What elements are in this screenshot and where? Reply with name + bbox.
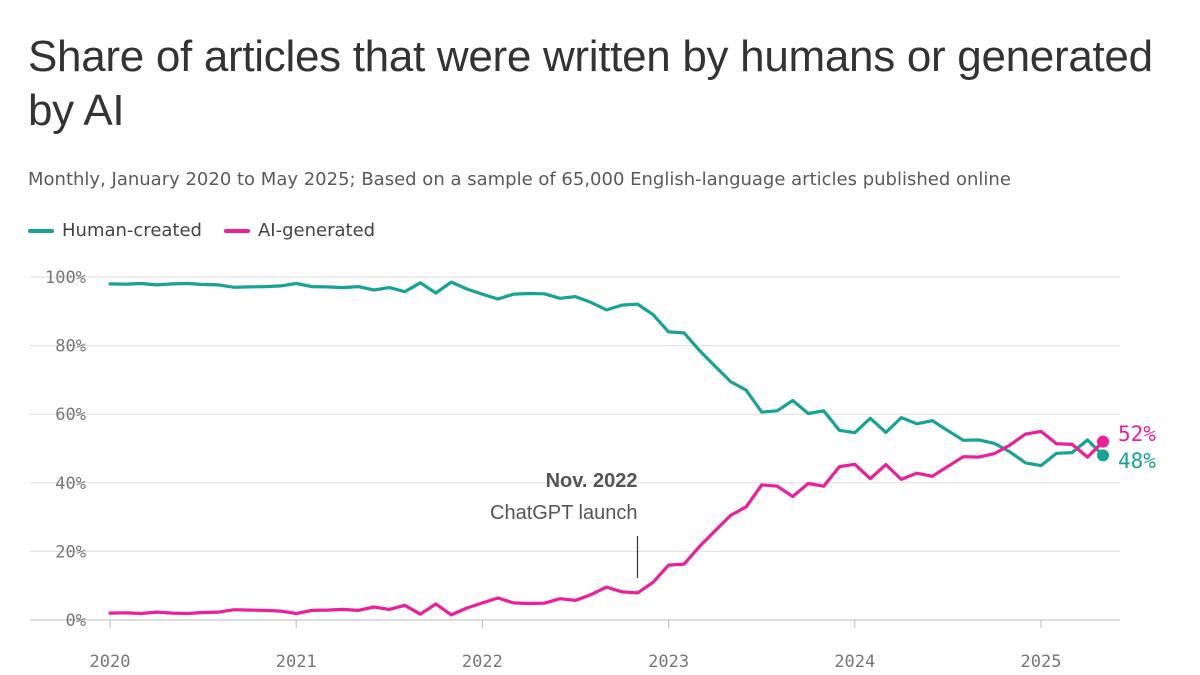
legend: Human-created AI-generated [28, 220, 397, 241]
x-tick-label: 2024 [834, 652, 875, 672]
series-endpoint-human [1097, 449, 1109, 462]
legend-swatch-human [28, 228, 54, 233]
legend-label-human: Human-created [62, 220, 202, 241]
chart-subtitle: Monthly, January 2020 to May 2025; Based… [28, 169, 1011, 190]
legend-label-ai: AI-generated [257, 220, 376, 241]
series-line-human [108, 280, 1105, 468]
annotation-date: Nov. 2022 [546, 470, 638, 492]
legend-item-human: Human-created [28, 220, 202, 241]
end-label-human: 48% [1118, 449, 1156, 473]
chart-title: Share of articles that were written by h… [28, 32, 1153, 135]
x-tick-label: 2025 [1021, 652, 1062, 672]
legend-swatch-ai [223, 228, 250, 233]
series-endpoint-ai [1097, 435, 1109, 448]
y-tick-label: 80% [55, 337, 86, 357]
x-tick-label: 2020 [90, 652, 131, 672]
end-label-ai: 52% [1118, 422, 1156, 446]
x-tick-label: 2023 [648, 652, 689, 672]
y-tick-label: 100% [45, 268, 86, 288]
series-line-ai [108, 429, 1105, 617]
annotation-text: ChatGPT launch [490, 502, 638, 524]
y-tick-label: 40% [55, 474, 86, 494]
x-tick-label: 2022 [462, 652, 503, 672]
y-tick-label: 20% [55, 542, 86, 562]
legend-item-ai: AI-generated [223, 220, 376, 241]
x-tick-label: 2021 [276, 652, 317, 672]
y-tick-label: 0% [66, 611, 86, 631]
y-tick-label: 60% [55, 405, 86, 425]
